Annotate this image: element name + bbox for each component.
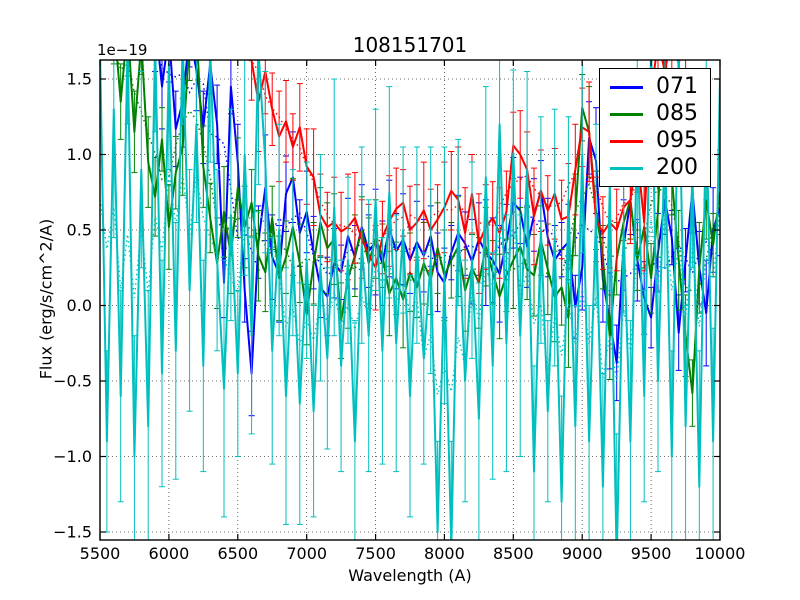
series-200-line (100, 60, 720, 540)
legend-entry-085: 085 (610, 101, 704, 127)
svg-text:6500: 6500 (217, 544, 258, 563)
legend-label-200: 200 (656, 155, 698, 180)
legend-entry-095: 095 (610, 128, 704, 154)
svg-text:−1.5: −1.5 (53, 523, 92, 542)
legend-line-sample-200 (610, 166, 643, 170)
series-095-smoothed (247, 60, 667, 245)
x-tick-labels: 5500 6000 6500 7000 7500 8000 8500 9000 9500 1000… (80, 544, 746, 563)
legend-line-sample-095 (610, 139, 643, 143)
svg-text:8000: 8000 (424, 544, 465, 563)
legend-entry-200: 200 (610, 155, 704, 181)
legend-label-095: 095 (656, 128, 698, 153)
axes-frame (99, 59, 721, 541)
series-200-smoothed (100, 173, 720, 395)
svg-text:0.5: 0.5 (67, 221, 92, 240)
legend-entry-071: 071 (610, 74, 704, 100)
svg-text:7500: 7500 (355, 544, 396, 563)
svg-text:−1.0: −1.0 (53, 447, 92, 466)
svg-text:1.0: 1.0 (67, 145, 92, 164)
y-tick-labels: 1.5 1.0 0.5 0.0 −0.5 −1.0 −1.5 (53, 70, 92, 542)
y-axis-label: Flux (erg/s/cm^2/A) (36, 218, 56, 380)
svg-text:0.0: 0.0 (67, 296, 92, 315)
svg-text:10000: 10000 (695, 544, 746, 563)
svg-text:6000: 6000 (149, 544, 190, 563)
svg-text:8500: 8500 (493, 544, 534, 563)
x-axis-label: Wavelength (A) (348, 566, 472, 585)
svg-text:9500: 9500 (631, 544, 672, 563)
svg-text:1.5: 1.5 (67, 70, 92, 89)
svg-text:9000: 9000 (562, 544, 603, 563)
axis-ticks (99, 60, 721, 540)
legend-label-085: 085 (656, 101, 698, 126)
y-axis-offset-label: 1e−19 (97, 41, 148, 59)
svg-text:5500: 5500 (80, 544, 121, 563)
svg-text:7000: 7000 (286, 544, 327, 563)
plot-title: 108151701 (352, 33, 468, 57)
legend-line-sample-085 (610, 112, 643, 116)
legend-label-071: 071 (656, 74, 698, 99)
svg-text:−0.5: −0.5 (53, 372, 92, 391)
legend-line-sample-071 (610, 85, 643, 89)
series-095-line (250, 60, 681, 269)
legend: 071 085 095 200 (599, 68, 711, 187)
series-200 (100, 60, 720, 540)
